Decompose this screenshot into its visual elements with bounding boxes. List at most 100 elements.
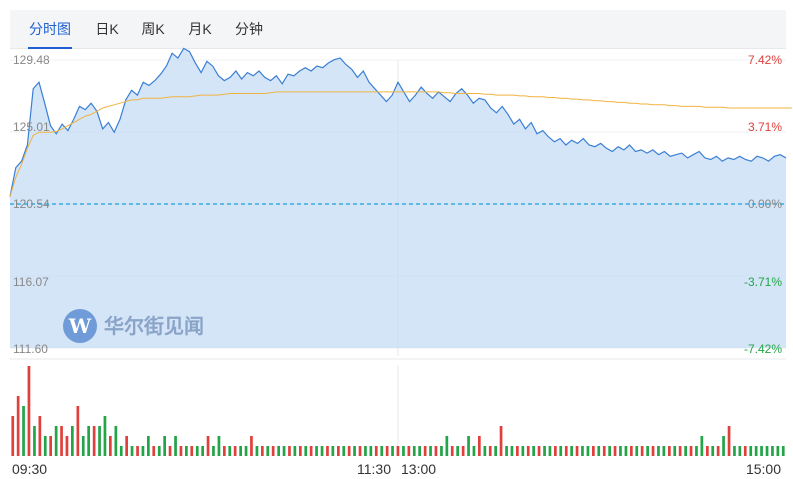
volume-bar — [331, 446, 335, 456]
volume-bar — [695, 446, 698, 456]
volume-bar — [640, 446, 644, 456]
volume-bar — [684, 446, 687, 456]
volume-bar — [575, 446, 579, 456]
volume-bar — [505, 446, 508, 456]
tab-weekly-k[interactable]: 周K — [141, 21, 165, 37]
volume-bar — [179, 446, 183, 456]
volume-bar — [119, 446, 123, 456]
volume-bar — [266, 446, 270, 456]
volume-bar — [43, 436, 47, 456]
volume-bar — [320, 446, 324, 456]
volume-bar — [602, 446, 606, 456]
volume-bar — [608, 446, 611, 456]
volume-bar — [467, 436, 470, 456]
volume-bar — [163, 436, 166, 456]
pct-tick-label: 7.42% — [748, 53, 782, 67]
volume-bar — [548, 446, 552, 456]
volume-bar — [722, 436, 725, 456]
volume-bar — [749, 446, 753, 456]
volume-bar — [450, 446, 454, 456]
tab-minute[interactable]: 分钟 — [235, 21, 263, 37]
chart-tab-bar: 分时图 日K 周K 月K 分钟 — [10, 10, 786, 49]
x-tick-label: 15:00 — [746, 461, 781, 477]
volume-bar — [358, 446, 362, 456]
volume-bar — [586, 446, 590, 456]
watermark-w-glyph: W — [68, 314, 92, 338]
volume-bar — [261, 446, 264, 456]
volume-bar — [271, 446, 275, 456]
y-tick-label: 129.48 — [13, 53, 50, 67]
volume-bar — [60, 426, 63, 456]
volume-bar — [657, 446, 660, 456]
volume-bar — [374, 446, 378, 456]
volume-bar — [597, 446, 601, 456]
volume-bar — [49, 436, 52, 456]
volume-bar — [592, 446, 595, 456]
volume-bar — [646, 446, 649, 456]
y-tick-label: 125.01 — [13, 120, 50, 134]
volume-bar — [11, 416, 15, 456]
volume-bar — [678, 446, 682, 456]
volume-bar — [174, 436, 177, 456]
volume-bar — [71, 426, 74, 456]
volume-bar — [456, 446, 459, 456]
volume-bar — [738, 446, 742, 456]
volume-bar — [342, 446, 346, 456]
volume-bar — [521, 446, 525, 456]
tab-intraday[interactable]: 分时图 — [28, 10, 72, 49]
volume-bar — [423, 446, 427, 456]
volume-bar — [733, 446, 736, 456]
volume-bar — [369, 446, 373, 456]
volume-bar — [635, 446, 639, 456]
volume-bar — [190, 446, 194, 456]
volume-bar — [109, 436, 112, 456]
volume-bar — [488, 446, 492, 456]
volume-bar — [391, 446, 394, 456]
volume-bar — [619, 446, 622, 456]
volume-bar — [570, 446, 573, 456]
volume-bar — [54, 426, 58, 456]
volume-bar — [440, 446, 443, 456]
volume-bar — [445, 436, 449, 456]
x-tick-label: 09:30 — [12, 461, 47, 477]
volume-bar — [304, 446, 308, 456]
volume-bar — [407, 446, 411, 456]
volume-bar — [396, 446, 400, 456]
volume-bar — [228, 446, 232, 456]
volume-bar — [429, 446, 432, 456]
volume-bar — [662, 446, 666, 456]
volume-bar — [754, 446, 758, 456]
volume-bar — [418, 446, 421, 456]
volume-bar — [250, 436, 253, 456]
volume-bar — [98, 426, 101, 456]
average-price-line — [9, 91, 792, 197]
tab-daily-k[interactable]: 日K — [95, 21, 119, 37]
volume-bar — [33, 426, 36, 456]
volume-bar — [537, 446, 541, 456]
volume-bar — [293, 446, 297, 456]
volume-bar — [347, 446, 351, 456]
watermark-text: 华尔街见闻 — [104, 314, 204, 338]
volume-bar — [727, 426, 731, 456]
volume-bar — [689, 446, 693, 456]
volume-bar — [233, 446, 237, 456]
volume-bar — [239, 446, 242, 456]
volume-bar — [326, 446, 329, 456]
y-tick-label: 111.60 — [13, 342, 48, 356]
volume-bar — [81, 436, 85, 456]
volume-bar — [255, 446, 259, 456]
volume-bar — [706, 446, 709, 456]
pct-tick-label: -3.71% — [744, 275, 782, 289]
volume-bar — [277, 446, 280, 456]
volume-bar — [87, 426, 90, 456]
price-area-fill — [10, 48, 786, 349]
volume-bar — [114, 426, 118, 456]
volume-bar — [760, 446, 763, 456]
volume-bar — [244, 446, 248, 456]
volume-bar — [613, 446, 617, 456]
volume-bar — [309, 446, 313, 456]
volume-bar — [543, 446, 546, 456]
watermark-logo: W 华尔街见闻 — [63, 309, 204, 343]
tab-monthly-k[interactable]: 月K — [188, 21, 212, 37]
volume-bar — [494, 446, 497, 456]
